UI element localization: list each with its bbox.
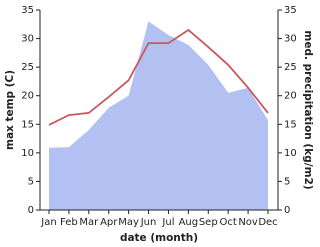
y-tick-label: 15 (21, 119, 34, 130)
x-tick-label: Jul (161, 217, 174, 228)
y-tick-label: 5 (28, 176, 34, 187)
x-tick-label: Sep (199, 217, 218, 228)
y-axis-title: max temp (C) (4, 70, 16, 150)
y-tick-label: 30 (21, 34, 34, 45)
y2-axis-title: med. precipitation (kg/m2) (302, 30, 314, 189)
x-tick-label: Aug (179, 217, 199, 228)
y2-tick-label: 35 (284, 5, 297, 16)
y2-tick-label: 10 (284, 148, 297, 159)
x-axis-title: date (month) (120, 232, 198, 244)
precipitation-area (49, 21, 268, 211)
x-tick-label: Oct (220, 217, 237, 228)
temperature-line (48, 28, 269, 126)
x-tick-label: Mar (79, 217, 99, 228)
y2-tick-label: 5 (284, 176, 290, 187)
x-tick-label: May (118, 217, 139, 228)
y-tick-label: 0 (28, 205, 34, 216)
x-tick-label: Jan (40, 217, 56, 228)
y2-tick-label: 0 (284, 205, 290, 216)
y2-tick-label: 25 (284, 62, 297, 73)
x-tick-label: Feb (60, 217, 78, 228)
x-tick-label: Apr (100, 217, 118, 228)
x-tick-label: Nov (238, 217, 258, 228)
y-tick-label: 20 (21, 91, 34, 102)
y-tick-label: 25 (21, 62, 34, 73)
x-tick-label: Jun (140, 217, 157, 228)
y2-tick-label: 15 (284, 119, 297, 130)
y2-tick-label: 30 (284, 34, 297, 45)
x-tick-label: Dec (258, 217, 277, 228)
y-tick-label: 35 (21, 5, 34, 16)
y2-tick-label: 20 (284, 91, 297, 102)
y-tick-label: 10 (21, 148, 34, 159)
